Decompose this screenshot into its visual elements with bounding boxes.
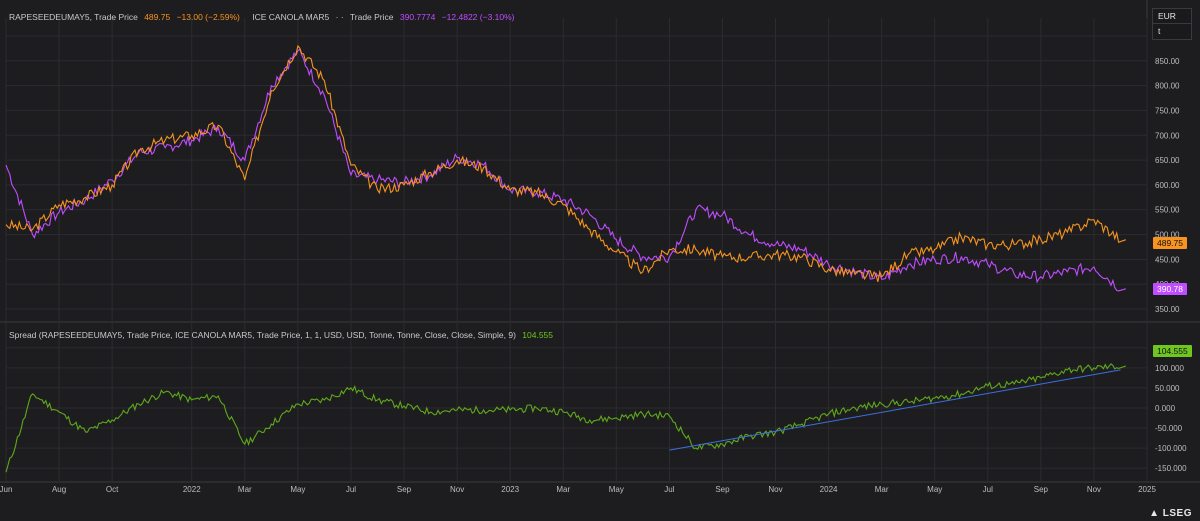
y-tick-label: 750.00 [1155,106,1180,115]
x-tick-label: Nov [1087,485,1101,494]
series2-dots: · · [335,12,344,22]
x-tick-label: Jun [0,485,12,494]
series-line-ice-canola [5,48,1126,292]
x-tick-label: May [290,485,305,494]
x-tick-label: Mar [875,485,889,494]
x-tick-label: May [609,485,624,494]
x-tick-label: Sep [397,485,412,494]
x-tick-label: Jul [346,485,356,494]
x-tick-label: Aug [52,485,66,494]
spread-value: 104.555 [522,330,554,340]
x-tick-label: Oct [106,485,119,494]
y-tick-label: 500.00 [1155,231,1180,240]
y-tick-label: 850.00 [1155,57,1180,66]
y-tick-label: 450.00 [1155,255,1180,264]
y-tick-label: 350.00 [1155,305,1180,314]
series2-value: 390.7774 [399,12,436,22]
spread-label: Spread (RAPESEEDEUMAY5, Trade Price, ICE… [9,330,516,340]
series1-value: 489.75 [144,12,171,22]
x-tick-label: Nov [450,485,464,494]
x-tick-label: Jul [664,485,674,494]
currency-label: EUR [1158,11,1176,21]
x-tick-label: Jul [983,485,993,494]
series2-label: Trade Price [349,12,394,22]
spread-trendline [669,369,1121,451]
x-tick-label: Nov [768,485,782,494]
y-tick-label: 700.00 [1155,131,1180,140]
unit-label: t [1153,23,1191,38]
series-line-rapeseed [5,44,1126,282]
y-tick-label: 650.00 [1155,156,1180,165]
y-tick-label: -50.000 [1155,424,1183,433]
x-tick-label: Sep [715,485,730,494]
series2-name: ICE CANOLA MAR5 [252,12,330,22]
y-tick-label: 600.00 [1155,181,1180,190]
x-tick-label: Mar [556,485,570,494]
x-tick-label: 2022 [183,485,201,494]
x-tick-label: Sep [1034,485,1049,494]
x-tick-label: 2025 [1138,485,1156,494]
unit-selector[interactable]: EUR t [1152,8,1192,40]
series2-last-badge: 390.78 [1153,283,1187,295]
price-legend: RAPESEEDEUMAY5, Trade Price 489.75 −13.0… [9,12,519,22]
y-tick-label: 100.000 [1155,364,1184,373]
series1-name: RAPESEEDEUMAY5, Trade Price [9,12,138,22]
series1-change: −13.00 (−2.59%) [176,12,240,22]
y-tick-label: 0.000 [1155,404,1176,413]
lseg-icon: ▲ [1149,508,1160,519]
y-tick-label: 550.00 [1155,206,1180,215]
spread-legend: Spread (RAPESEEDEUMAY5, Trade Price, ICE… [9,330,557,340]
series2-change: −12.4822 (−3.10%) [441,12,515,22]
y-tick-label: -150.000 [1155,464,1187,473]
x-tick-label: 2023 [501,485,519,494]
y-tick-label: -100.000 [1155,444,1187,453]
x-tick-label: Mar [238,485,252,494]
brand-logo: ▲ LSEG [1149,508,1192,519]
x-tick-label: May [927,485,942,494]
series-line-spread [5,363,1126,473]
y-tick-label: 50.000 [1155,384,1180,393]
series1-last-badge: 489.75 [1153,237,1187,249]
y-tick-label: 800.00 [1155,82,1180,91]
brand-text: LSEG [1162,508,1192,519]
spread-last-badge: 104.555 [1153,345,1192,357]
x-tick-label: 2024 [820,485,838,494]
